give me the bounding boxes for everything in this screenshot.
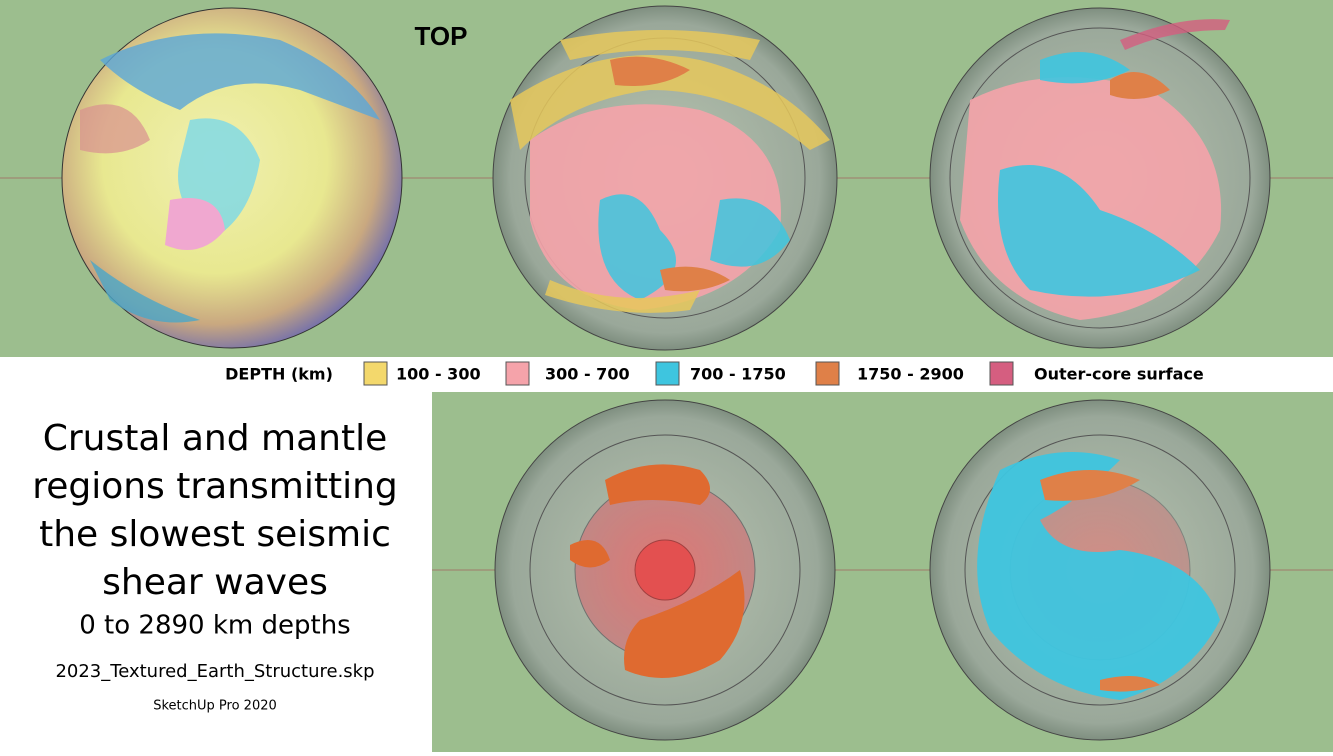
sphere-deepest xyxy=(929,399,1271,741)
caption-subtitle: 0 to 2890 km depths xyxy=(79,611,350,641)
legend-label: 1750 - 2900 xyxy=(857,365,964,384)
sphere-shallow xyxy=(492,5,838,351)
legend-swatch xyxy=(989,361,1014,386)
sphere-mid xyxy=(929,7,1271,349)
legend-label: 700 - 1750 xyxy=(690,365,786,384)
legend-title: DEPTH (km) xyxy=(225,365,333,384)
legend-label: 100 - 300 xyxy=(396,365,481,384)
caption-line: the slowest seismic xyxy=(39,514,391,555)
legend-swatch xyxy=(363,361,388,386)
legend: 100 - 300 300 - 700 700 - 1750 1750 - 2900 O… xyxy=(363,361,1204,386)
file-name: 2023_Textured_Earth_Structure.skp xyxy=(55,661,374,682)
legend-label: 300 - 700 xyxy=(545,365,630,384)
legend-swatch xyxy=(655,361,680,386)
caption-line: shear waves xyxy=(102,562,328,603)
caption-title: Crustal and mantle regions transmitting th… xyxy=(32,418,398,603)
legend-label: Outer-core surface xyxy=(1034,365,1204,384)
legend-swatch xyxy=(505,361,530,386)
software: SketchUp Pro 2020 xyxy=(153,699,277,714)
view-label: TOP xyxy=(415,21,468,51)
sphere-deep xyxy=(494,399,836,741)
globe xyxy=(61,7,403,349)
legend-swatch xyxy=(815,361,840,386)
caption-line: regions transmitting xyxy=(32,466,398,507)
caption-line: Crustal and mantle xyxy=(43,418,388,459)
